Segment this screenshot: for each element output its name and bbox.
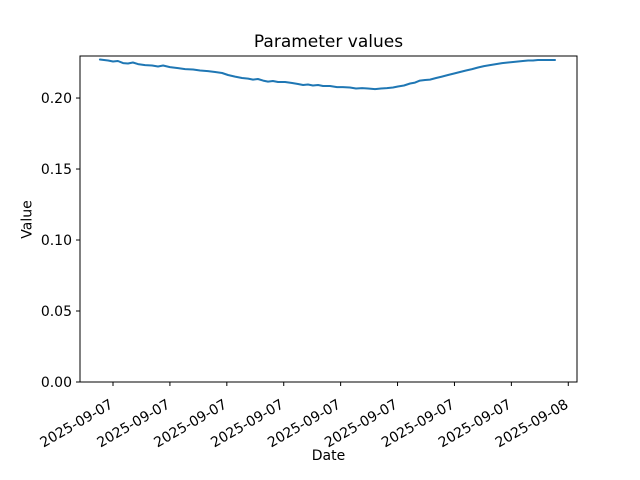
y-axis-label: Value bbox=[19, 200, 36, 239]
y-tick-label: 0.15 bbox=[41, 162, 72, 178]
data-line-parameter-value bbox=[98, 58, 556, 91]
chart-title: Parameter values bbox=[253, 32, 404, 52]
y-tick-label: 0.05 bbox=[41, 304, 72, 320]
axes-border bbox=[79, 55, 578, 383]
x-axis-label: Date bbox=[311, 448, 346, 464]
y-tick-label: 0.20 bbox=[41, 91, 72, 107]
y-tick-label: 0.00 bbox=[41, 375, 72, 391]
y-tick-label: 0.10 bbox=[41, 233, 72, 249]
